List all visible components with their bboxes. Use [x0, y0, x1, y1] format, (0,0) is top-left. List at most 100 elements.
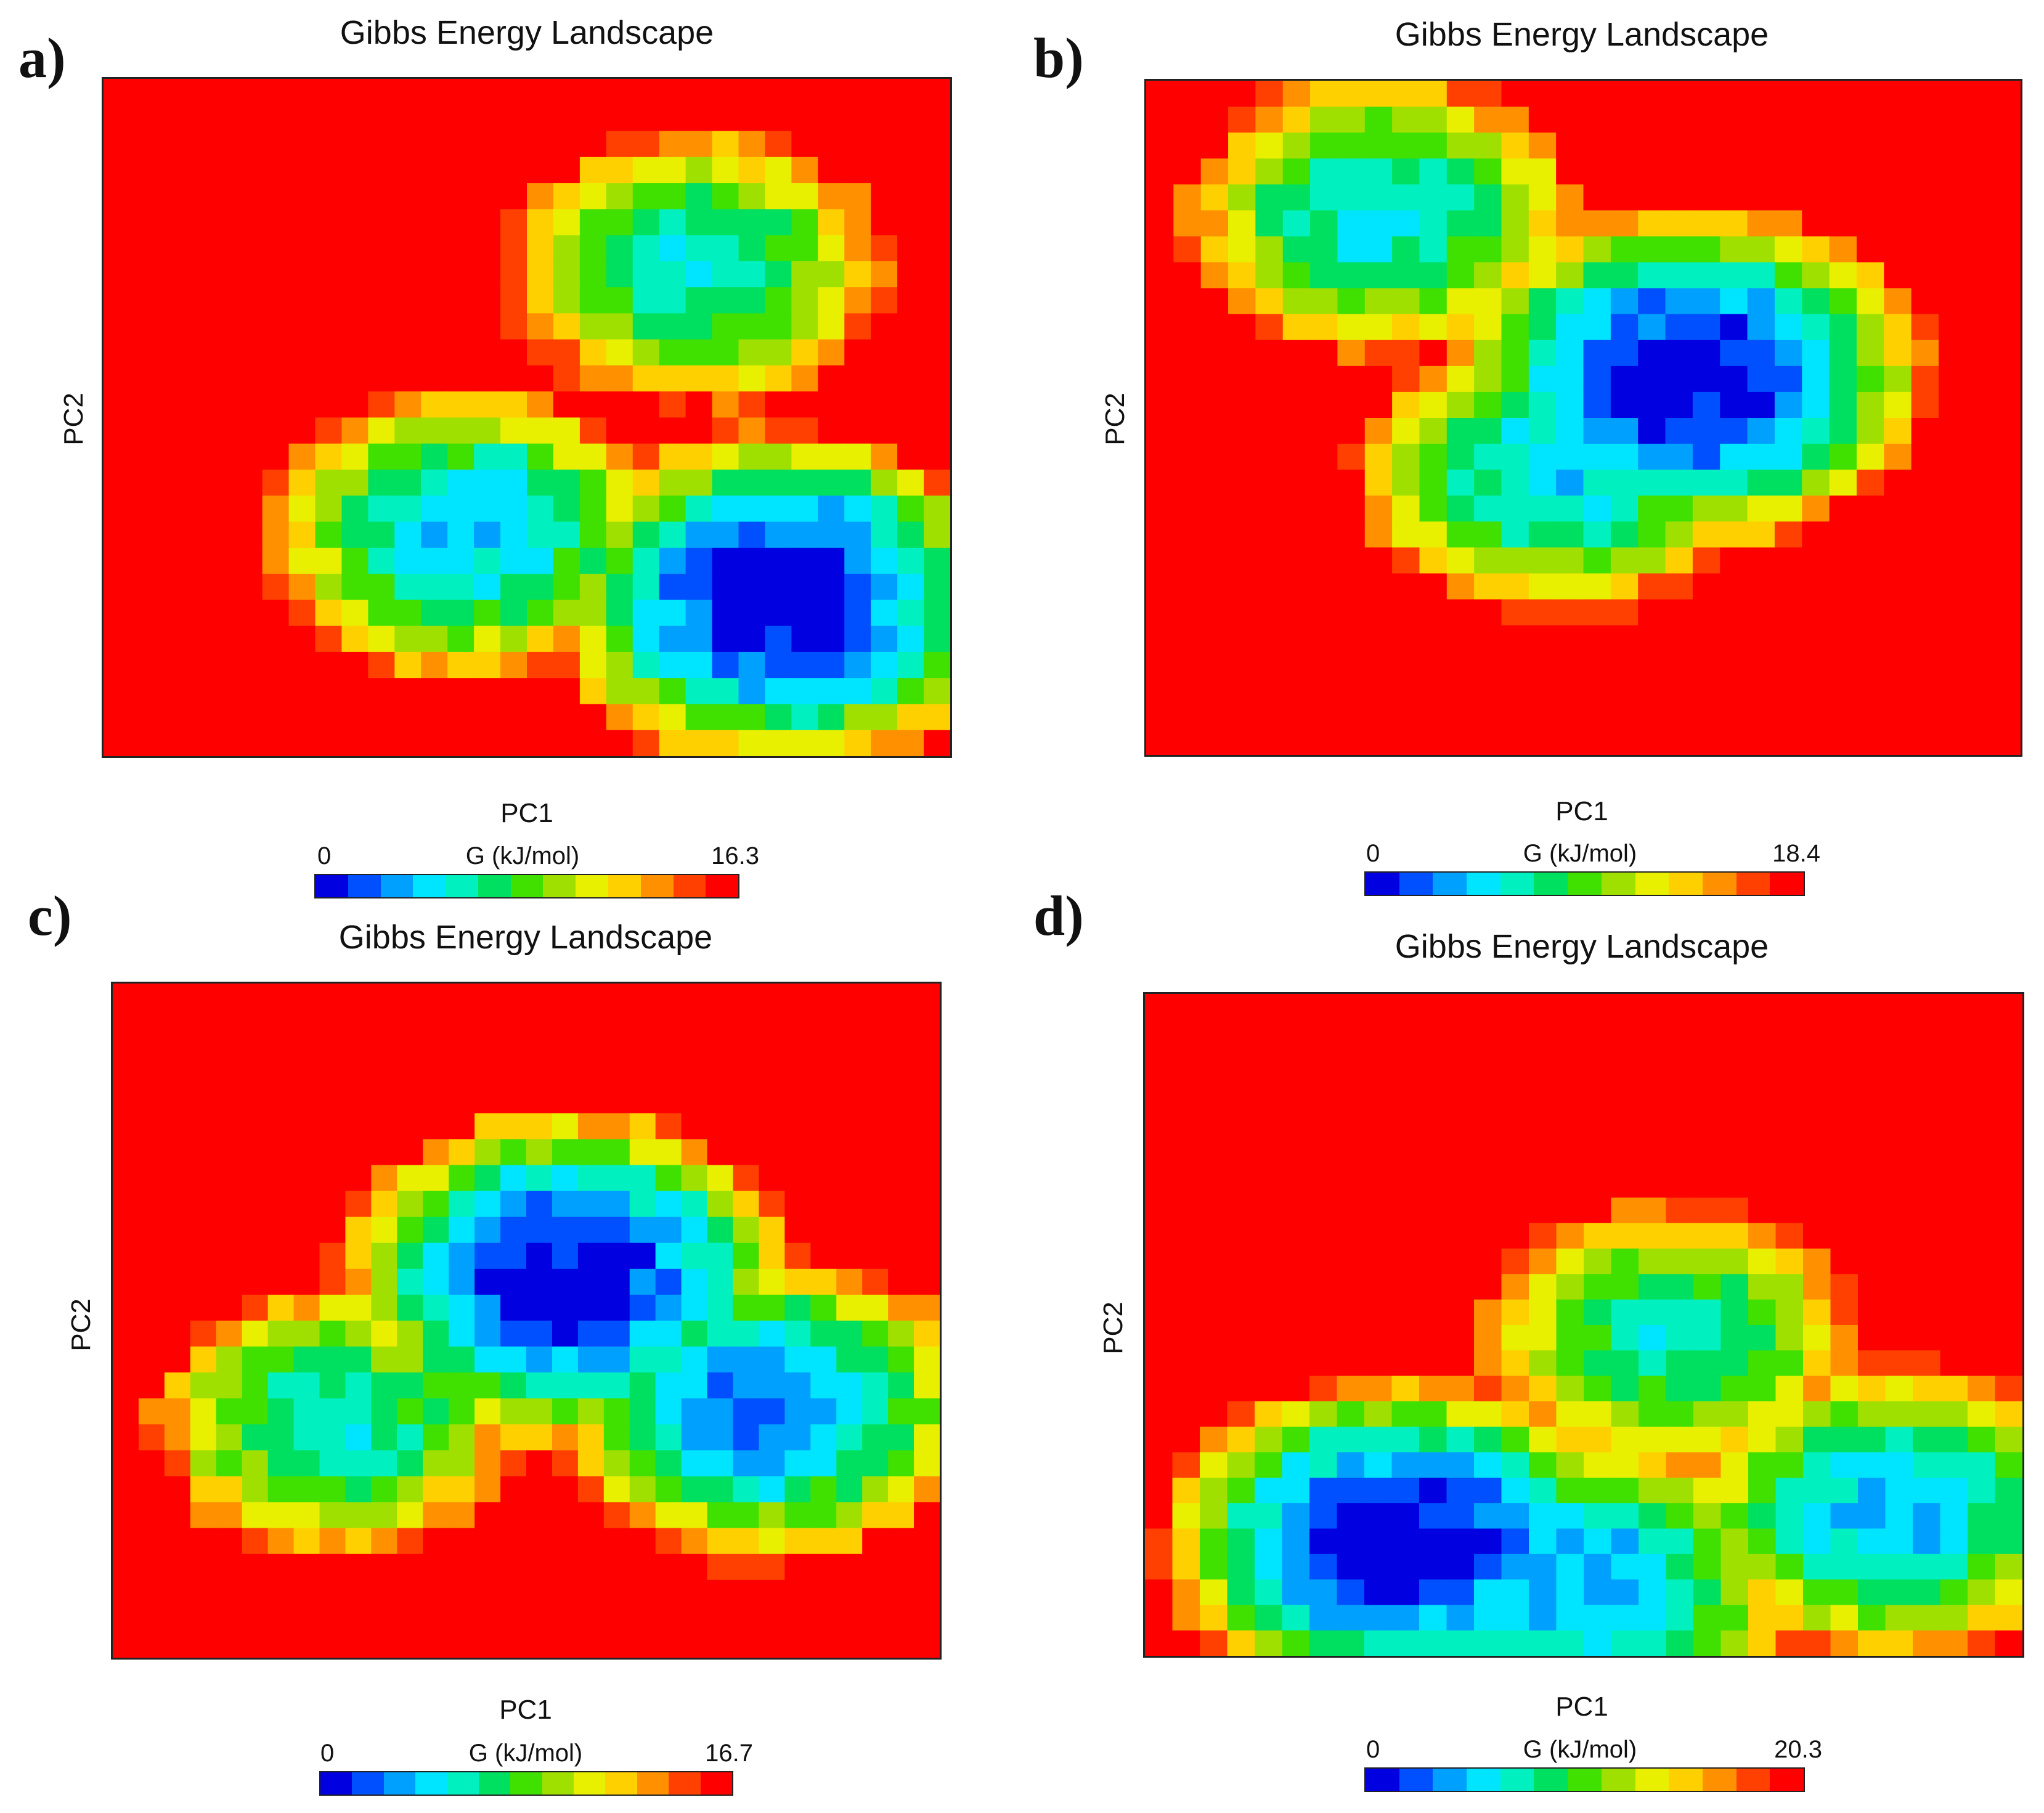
heatmap-cell [1528, 703, 1557, 730]
heatmap-cell [1337, 418, 1366, 444]
heatmap-cell [423, 1268, 449, 1295]
heatmap-cell [1556, 1477, 1584, 1504]
heatmap-cell [1995, 1452, 2022, 1478]
heatmap-cell [1310, 365, 1338, 393]
heatmap-cell [242, 1113, 269, 1140]
heatmap-cell [1474, 1528, 1502, 1555]
heatmap-cell [552, 1139, 579, 1166]
heatmap-cell [1446, 625, 1475, 652]
heatmap-cell [1802, 158, 1830, 185]
heatmap-cell [810, 1476, 837, 1503]
heatmap-cell [1638, 547, 1666, 574]
heatmap-cell [810, 1035, 837, 1062]
heatmap-cell [1858, 1045, 1886, 1071]
heatmap-cell [394, 261, 422, 288]
heatmap-cell [421, 651, 449, 679]
heatmap-cell [685, 678, 713, 705]
heatmap-cell [888, 1579, 914, 1607]
heatmap-cell [685, 574, 713, 601]
heatmap-cell [1392, 81, 1420, 107]
heatmap-cell [1501, 81, 1529, 107]
heatmap-cell [1364, 236, 1393, 263]
heatmap-cell [1173, 391, 1202, 418]
heatmap-cell [606, 600, 633, 627]
heatmap-cell [156, 495, 184, 523]
heatmap-cell [759, 1061, 786, 1088]
heatmap-cell [1692, 470, 1721, 497]
heatmap-cell [1720, 573, 1748, 600]
heatmap-cell [267, 1242, 295, 1269]
heatmap-cell [216, 1554, 243, 1581]
heatmap-cell [1993, 184, 2021, 211]
heatmap-cell [1584, 1197, 1612, 1224]
heatmap-cell [1446, 1274, 1475, 1300]
heatmap-cell [1693, 1528, 1722, 1555]
heatmap-cell [733, 1321, 760, 1347]
heatmap-cell [1966, 521, 1994, 548]
heatmap-cell [500, 574, 527, 601]
heatmap-cell [1309, 1299, 1338, 1326]
heatmap-cell [1310, 599, 1338, 626]
heatmap-cell [1774, 107, 1803, 133]
heatmap-cell [888, 1191, 914, 1218]
heatmap-cell [449, 1087, 475, 1114]
heatmap-cell [1228, 703, 1256, 730]
heatmap-cell [267, 1087, 295, 1114]
heatmap-cell [1666, 1630, 1694, 1656]
heatmap-cell [914, 1165, 940, 1192]
heatmap-cell [1419, 1579, 1447, 1606]
heatmap-cell [553, 131, 580, 158]
heatmap-cell [1830, 1299, 1859, 1326]
heatmap-cell [871, 495, 898, 523]
colorbar-step [608, 875, 625, 897]
heatmap-cell [1968, 1605, 1996, 1631]
heatmap-cell [1693, 1375, 1722, 1402]
heatmap-cell [810, 1113, 837, 1140]
heatmap-cell [924, 521, 950, 548]
heatmap-cell [526, 1450, 553, 1477]
heatmap-cell [888, 1321, 914, 1347]
panel-a: a) Gibbs Energy Landscape PC2 PC1 0 G (k… [0, 0, 1011, 898]
heatmap-cell [1255, 1350, 1283, 1377]
colorbar-step [1399, 873, 1417, 895]
heatmap-cell [629, 1268, 656, 1295]
heatmap-cell [759, 1035, 786, 1062]
heatmap-cell [603, 1113, 630, 1140]
heatmap-cell [1639, 1121, 1667, 1147]
colorbar-step [543, 875, 560, 897]
colorbar-min: 0 [1366, 1736, 1380, 1763]
heatmap-cell [1666, 1096, 1694, 1122]
heatmap-cell [1173, 625, 1202, 652]
heatmap-cell [1391, 1146, 1420, 1173]
heatmap-cell [319, 1631, 346, 1658]
heatmap-cell [1145, 1299, 1173, 1326]
heatmap-cell [577, 984, 605, 1010]
heatmap-cell [681, 1631, 708, 1658]
heatmap-cell [632, 730, 660, 756]
heatmap-cell [1145, 1121, 1173, 1147]
heatmap-cell [629, 1321, 656, 1347]
heatmap-cell [733, 1476, 760, 1503]
heatmap-cell [1446, 1070, 1475, 1097]
heatmap-cell [1145, 1249, 1173, 1275]
heatmap-cell [368, 79, 396, 106]
heatmap-cell [1639, 994, 1667, 1021]
heatmap-cell [1802, 573, 1830, 600]
heatmap-cell [1665, 677, 1693, 704]
heatmap-cell [315, 678, 343, 705]
heatmap-cell [164, 1502, 191, 1529]
heatmap-cell [319, 984, 346, 1010]
heatmap-cell [1747, 391, 1775, 418]
heatmap-cell [104, 183, 131, 210]
heatmap-cell [104, 157, 131, 184]
heatmap-cell [553, 600, 580, 627]
heatmap-cell [712, 209, 739, 236]
heatmap-cell [1282, 1350, 1310, 1377]
heatmap-cell [1556, 1427, 1584, 1453]
heatmap-cell [712, 313, 739, 340]
heatmap-cell [1337, 81, 1366, 107]
heatmap-cell [1391, 1096, 1420, 1122]
heatmap-cell [1337, 573, 1366, 600]
heatmap-cell [1556, 994, 1584, 1021]
heatmap-cell [1528, 573, 1557, 600]
